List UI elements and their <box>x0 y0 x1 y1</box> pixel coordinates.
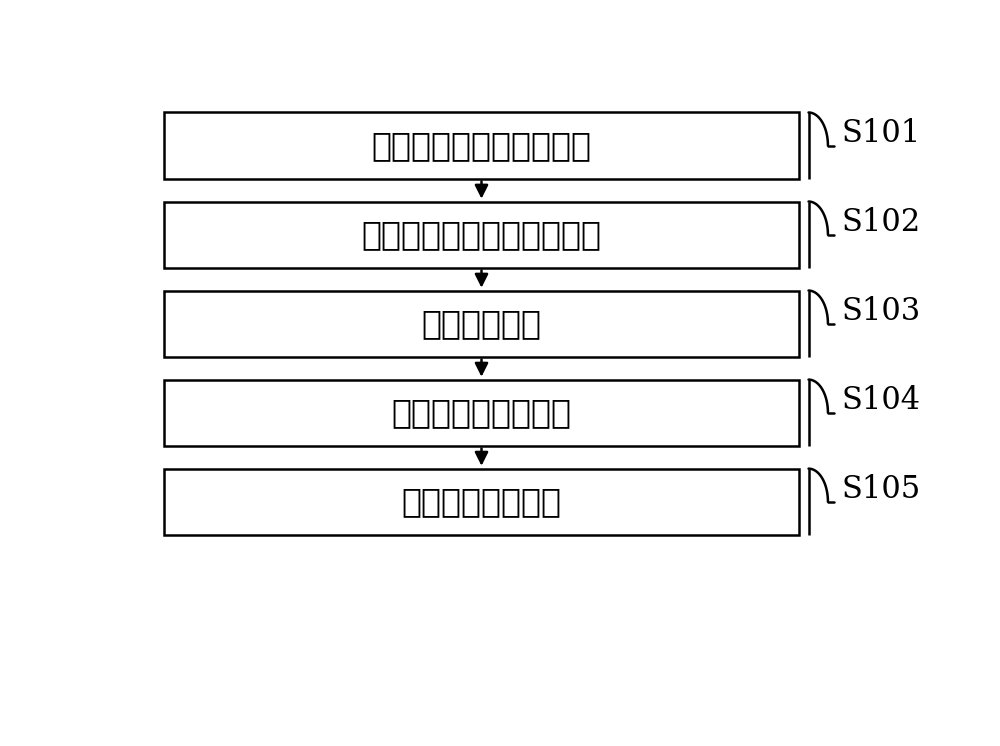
Text: 高阶互谱处理: 高阶互谱处理 <box>422 307 542 340</box>
Text: S102: S102 <box>842 207 921 238</box>
Text: 垂直阵各阵元信号预处理: 垂直阵各阵元信号预处理 <box>372 129 592 162</box>
Text: S105: S105 <box>842 474 921 505</box>
Bar <box>164 201 799 268</box>
Text: S103: S103 <box>842 296 921 327</box>
Bar <box>164 113 799 178</box>
Bar <box>164 290 799 357</box>
Text: 代价函数与距离估计: 代价函数与距离估计 <box>392 396 572 429</box>
Text: S104: S104 <box>842 386 921 416</box>
Text: 目标声源深度估计: 目标声源深度估计 <box>402 485 562 518</box>
Bar <box>164 468 799 535</box>
Text: S101: S101 <box>842 118 921 149</box>
Bar <box>164 380 799 445</box>
Text: 搜索网格划分与拷贝场计算: 搜索网格划分与拷贝场计算 <box>362 218 602 251</box>
